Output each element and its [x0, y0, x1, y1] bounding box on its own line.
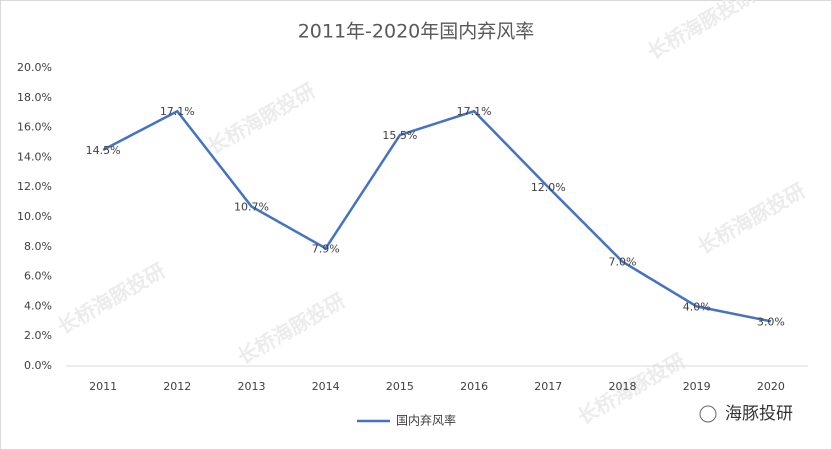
y-tick-label: 4.0% — [24, 299, 52, 312]
y-tick-label: 8.0% — [24, 240, 52, 253]
x-tick-label: 2014 — [312, 380, 340, 393]
data-label: 10.7% — [234, 201, 269, 214]
data-label: 12.0% — [531, 181, 566, 194]
data-label: 4.0% — [683, 300, 711, 313]
y-tick-label: 18.0% — [17, 91, 52, 104]
data-label: 17.1% — [160, 105, 195, 118]
series-line — [102, 109, 772, 323]
legend-label: 国内弃风率 — [396, 413, 456, 428]
x-tick-label: 2020 — [757, 380, 785, 393]
data-label: 15.5% — [382, 129, 417, 142]
y-tick-label: 6.0% — [24, 270, 52, 283]
y-tick-label: 2.0% — [24, 329, 52, 342]
x-tick-label: 2011 — [89, 380, 117, 393]
x-tick-label: 2015 — [386, 380, 414, 393]
x-tick-label: 2019 — [683, 380, 711, 393]
y-tick-label: 14.0% — [17, 150, 52, 163]
x-tick-label: 2013 — [238, 380, 266, 393]
data-label: 7.9% — [312, 242, 340, 255]
y-tick-label: 16.0% — [17, 121, 52, 134]
y-tick-label: 10.0% — [17, 210, 52, 223]
data-label: 17.1% — [457, 105, 492, 118]
brand: 海豚投研 — [725, 404, 793, 424]
x-tick-label: 2017 — [534, 380, 562, 393]
x-tick-label: 2018 — [609, 380, 637, 393]
y-tick-label: 0.0% — [24, 359, 52, 372]
data-label: 14.5% — [86, 144, 121, 157]
chart-title: 2011年-2020年国内弃风率 — [298, 21, 535, 43]
data-label: 7.0% — [609, 256, 637, 269]
y-tick-label: 12.0% — [17, 180, 52, 193]
x-tick-label: 2016 — [460, 380, 488, 393]
brand-icon — [699, 405, 717, 423]
x-tick-label: 2012 — [163, 380, 191, 393]
data-label: 3.0% — [757, 315, 785, 328]
y-tick-label: 20.0% — [17, 61, 52, 74]
